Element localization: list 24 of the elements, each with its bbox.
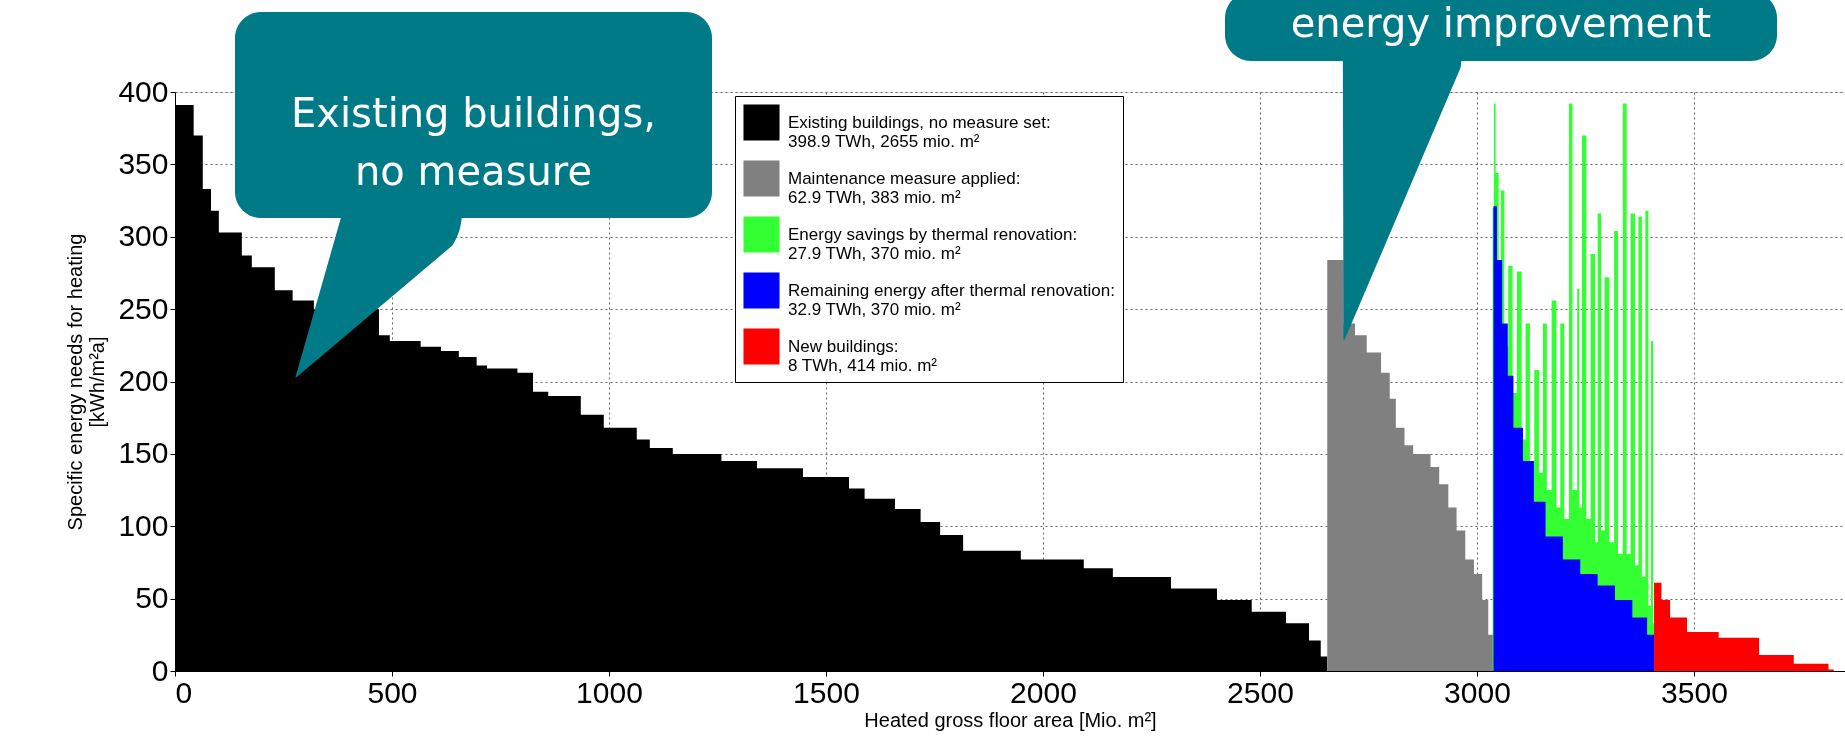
x-tick-label: 1000: [576, 675, 643, 709]
y-tick-label: 150: [118, 436, 169, 470]
legend-label: Energy savings by thermal renovation: 27.9 TWh, 370 mio. m²: [788, 224, 1078, 263]
x-tick-label: 0: [175, 675, 193, 709]
y-tick-label: 100: [118, 508, 169, 542]
x-tick-label: 2000: [1010, 675, 1077, 709]
y-axis-title: Specific energy needs for heating [kWh/m²a]: [64, 233, 109, 531]
x-axis-title: Heated gross floor area [Mio. m²]: [864, 708, 1157, 731]
y-tick-label: 50: [135, 581, 169, 615]
x-tick-label: 1500: [793, 675, 860, 709]
x-tick-label: 3000: [1444, 675, 1511, 709]
x-tick-label: 2500: [1227, 675, 1294, 709]
y-tick-label: 200: [118, 364, 169, 397]
legend-label: New buildings: 8 TWh, 414 mio. m²: [788, 336, 938, 375]
legend-label: Existing buildings, no measure set: 398.9 TWh, 2655 mio. m²: [788, 112, 1051, 151]
y-tick-label: 0: [151, 653, 169, 687]
x-tick-label: 500: [367, 675, 418, 709]
x-tick-label: 3500: [1661, 675, 1728, 709]
legend-label: Maintenance measure applied: 62.9 TWh, 383 mio. m²: [788, 168, 1021, 207]
y-tick-label: 400: [118, 74, 169, 108]
y-tick-label: 350: [118, 146, 169, 180]
y-tick-label: 300: [118, 219, 169, 253]
y-tick-label: 250: [118, 291, 169, 325]
legend-label: Remaining energy after thermal renovation: 32.9 TWh, 370 mio. m²: [788, 280, 1115, 319]
